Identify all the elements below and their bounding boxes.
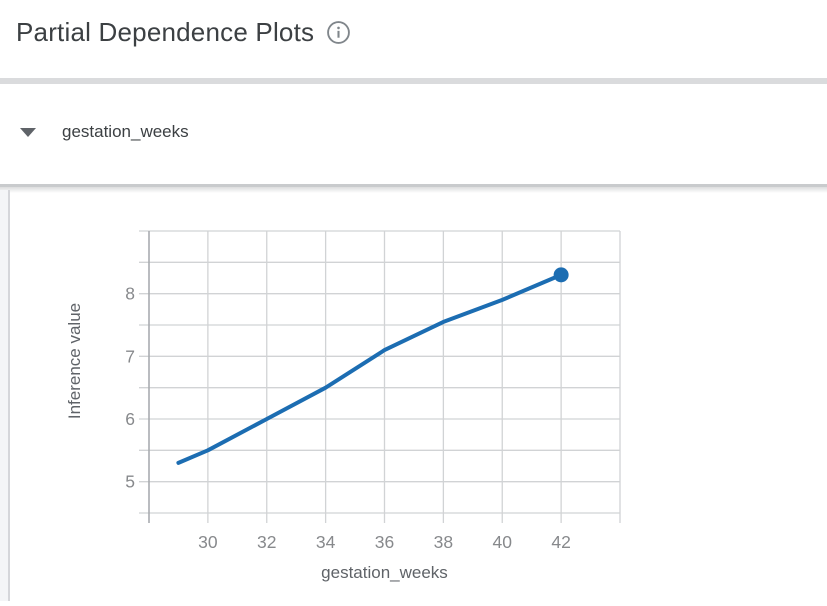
feature-expander-row[interactable]: gestation_weeks — [0, 112, 827, 152]
panel-divider — [0, 184, 827, 193]
left-rail-border — [8, 190, 10, 601]
y-tick-label: 7 — [125, 346, 135, 366]
x-tick-label: 32 — [257, 532, 276, 552]
x-tick-label: 38 — [434, 532, 453, 552]
pdp-line — [176, 272, 564, 465]
x-tick-label: 34 — [316, 532, 336, 552]
page-title: Partial Dependence Plots — [16, 16, 315, 47]
pdp-chart-svg: 5 6 7 8 30 32 34 36 38 40 42 gestation_weeks Inferen… — [65, 230, 621, 582]
left-rail — [0, 190, 8, 601]
feature-name-label: gestation_weeks — [62, 122, 189, 141]
caret-down-icon[interactable] — [20, 127, 36, 137]
info-icon[interactable] — [326, 20, 351, 45]
pdp-endpoint-dot — [553, 267, 569, 283]
x-tick-label: 36 — [375, 532, 394, 552]
x-tick-label: 42 — [551, 532, 570, 552]
x-tick-label: 30 — [198, 532, 218, 552]
y-tick-label: 6 — [125, 409, 135, 429]
y-axis-title: Inference value — [65, 303, 84, 419]
x-tick-label: 40 — [493, 532, 513, 552]
page-header: Partial Dependence Plots — [16, 12, 351, 52]
y-tick-label: 8 — [125, 284, 135, 304]
y-tick-label: 5 — [125, 472, 135, 492]
x-axis-title: gestation_weeks — [321, 563, 448, 582]
header-divider — [0, 78, 827, 84]
